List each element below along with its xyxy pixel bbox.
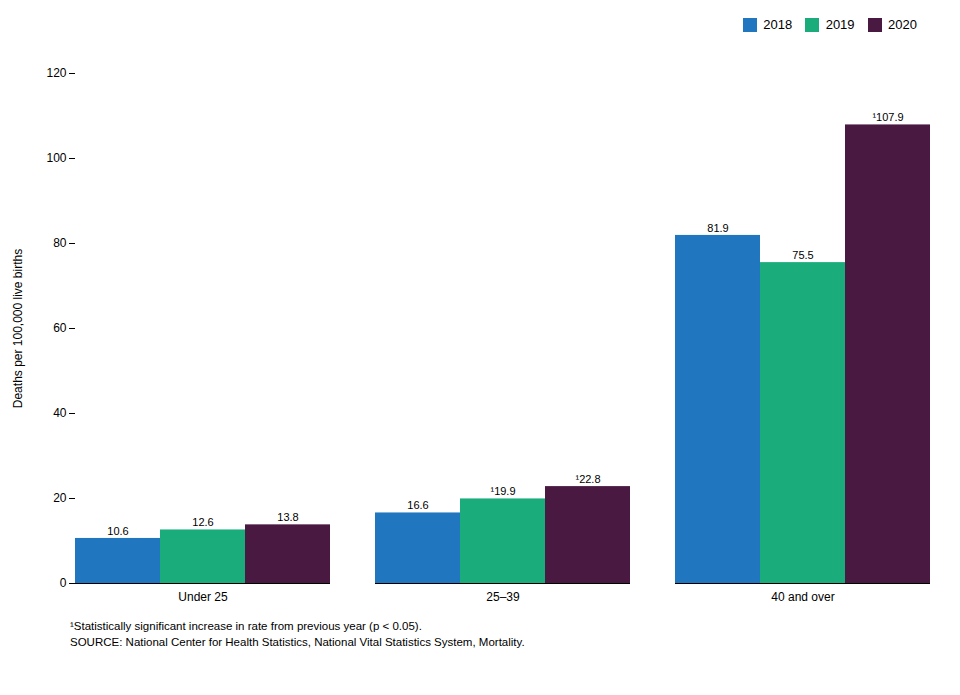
svg-text:100: 100 xyxy=(46,151,66,165)
svg-text:60: 60 xyxy=(53,321,67,335)
svg-text:40: 40 xyxy=(53,406,67,420)
svg-text:81.9: 81.9 xyxy=(707,221,728,233)
svg-text:Under 25: Under 25 xyxy=(178,590,228,604)
html-text:2018: 2018 xyxy=(763,17,793,32)
svg-text:Deaths per 100,000 live births: Deaths per 100,000 live births xyxy=(11,248,25,407)
svg-text:12.6: 12.6 xyxy=(192,516,213,528)
svg-text:¹107.9: ¹107.9 xyxy=(872,111,903,123)
svg-text:40 and over: 40 and over xyxy=(771,590,834,604)
svg-text:75.5: 75.5 xyxy=(792,249,813,261)
svg-text:120: 120 xyxy=(46,66,66,80)
html-text:¹Statistically significant inc: ¹Statistically significant increase in r… xyxy=(70,619,422,632)
svg-text:20: 20 xyxy=(53,491,67,505)
svg-text:13.8: 13.8 xyxy=(277,511,298,523)
svg-text:0: 0 xyxy=(60,576,67,590)
html-text:SOURCE: National Center for He: SOURCE: National Center for Health Stati… xyxy=(70,635,525,648)
svg-text:16.6: 16.6 xyxy=(407,499,428,511)
svg-text:10.6: 10.6 xyxy=(107,524,128,536)
html-text:2019: 2019 xyxy=(825,17,855,32)
svg-text:¹22.8: ¹22.8 xyxy=(575,473,600,485)
svg-text:80: 80 xyxy=(53,236,67,250)
svg-text:¹19.9: ¹19.9 xyxy=(490,485,515,497)
svg-text:25–39: 25–39 xyxy=(486,590,520,604)
html-text:2020: 2020 xyxy=(888,17,917,32)
